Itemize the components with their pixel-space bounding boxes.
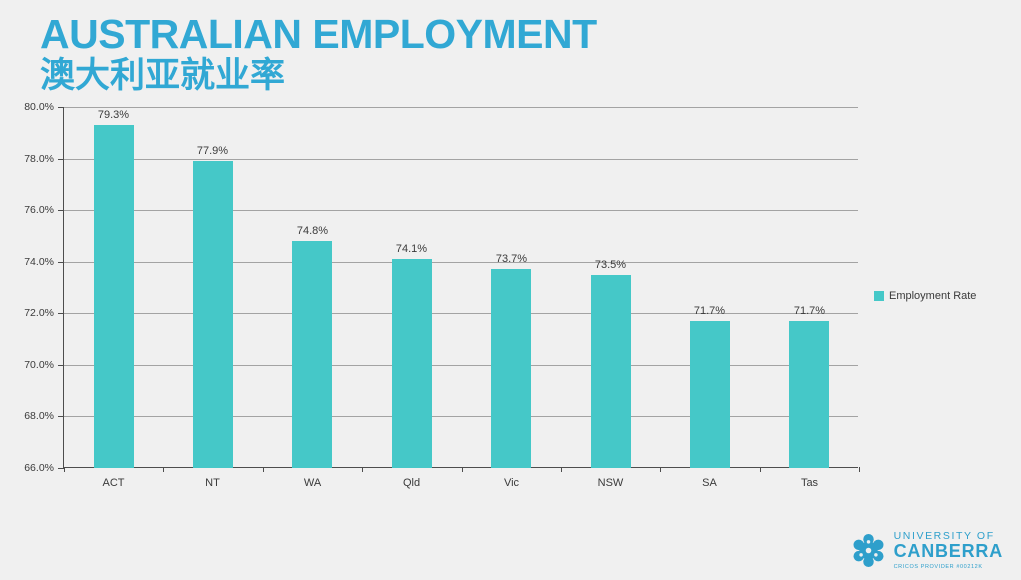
x-axis-category-label: WA [303,477,322,489]
snowflake-icon [850,532,887,574]
y-axis-tick [58,365,64,366]
y-axis-tick [58,468,64,469]
y-axis-label: 66.0% [24,462,54,474]
bar-wa [292,241,332,468]
page-title: AUSTRALIAN EMPLOYMENT [40,11,597,57]
bar-value-label: 71.7% [693,305,726,317]
x-axis-category-label: ACT [102,477,125,489]
y-axis-tick [58,159,64,160]
bar-tas [789,321,829,468]
y-axis-tick [58,416,64,417]
x-axis-tick [561,467,562,472]
gridline [64,262,858,263]
bar-qld [392,259,432,468]
bar-value-label: 77.9% [196,145,229,157]
logo-text: UNIVERSITY OF CANBERRA CRICOS PROVIDER #… [894,530,1003,570]
bar-value-label: 73.5% [594,259,627,271]
x-axis-tick [64,467,65,472]
plot-area: 80.0% 78.0% 76.0% 74.0% 72.0% 70.0% 68.0% 66.0%… [24,101,860,489]
legend-swatch [874,291,884,301]
gridline [64,107,858,108]
bar-value-label: 74.1% [395,243,428,255]
bar-vic [491,269,531,468]
y-axis-tick [58,262,64,263]
x-axis-category-label: Tas [800,477,819,489]
legend-label: Employment Rate [889,290,977,302]
x-axis-category-label: Vic [503,477,520,489]
x-axis-tick [760,467,761,472]
y-axis-tick [58,107,64,108]
x-axis-tick [462,467,463,472]
logo-line1: UNIVERSITY OF [893,530,995,542]
x-axis-tick [163,467,164,472]
header: AUSTRALIAN EMPLOYMENT 澳大利亚就业率 [40,11,597,97]
y-axis-label: 78.0% [24,153,54,165]
x-axis-category-label: SA [702,477,717,489]
gridline [64,416,858,417]
gridline [64,210,858,211]
y-axis-label: 80.0% [24,101,54,113]
bar-value-label: 73.7% [495,253,528,265]
logo-line2: CANBERRA [893,541,1003,561]
logo-subtext: CRICOS PROVIDER #00212K [893,564,983,570]
y-axis-tick [58,210,64,211]
x-axis-tick [660,467,661,472]
y-axis-label: 68.0% [24,410,54,422]
gridline [64,365,858,366]
x-axis-category-label: Qld [402,477,421,489]
y-axis-label: 72.0% [24,307,54,319]
y-axis-label: 70.0% [24,359,54,371]
x-axis-category-label: NSW [597,477,624,489]
gridline [64,159,858,160]
bar-value-label: 71.7% [793,305,826,317]
y-axis-label: 74.0% [24,256,54,268]
x-axis-tick [362,467,363,472]
bar-act [94,125,134,468]
x-axis-tick [263,467,264,472]
page-subtitle: 澳大利亚就业率 [40,55,286,97]
bar-nsw [591,275,631,468]
uc-logo: UNIVERSITY OF CANBERRA CRICOS PROVIDER #… [850,530,1003,574]
bar-nt [193,161,233,468]
bar-sa [690,321,730,468]
x-axis-category-label: NT [205,477,220,489]
y-axis-label: 76.0% [24,204,54,216]
bar-value-label: 74.8% [296,225,329,237]
y-axis-tick [58,313,64,314]
gridline [64,313,858,314]
bar-value-label: 79.3% [97,109,130,121]
x-axis-tick [859,467,860,472]
legend: Employment Rate [874,290,976,302]
